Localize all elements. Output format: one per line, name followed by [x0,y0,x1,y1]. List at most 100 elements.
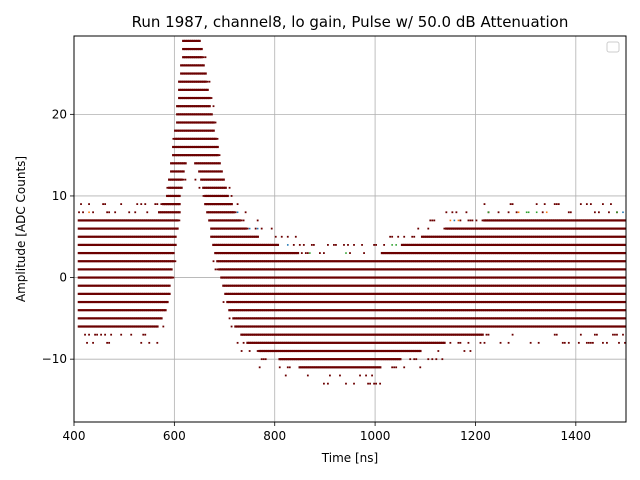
data-point [537,251,540,255]
data-point [529,235,532,238]
data-point [226,194,229,198]
outlier-point [511,203,514,206]
data-point [192,121,195,124]
data-point [412,309,416,312]
data-point [362,276,366,279]
data-point [151,268,155,271]
data-point [366,341,370,344]
data-point [443,276,446,279]
data-point [521,251,524,255]
data-point [561,309,565,312]
data-point [424,333,428,336]
data-point [384,268,388,271]
data-point [481,235,484,238]
data-point [410,333,414,336]
data-point [266,292,270,295]
data-point [210,235,213,238]
data-point [346,341,350,344]
data-point [346,268,350,271]
data-point [224,186,227,189]
data-point [621,243,625,247]
data-point [278,333,282,336]
data-point [133,300,137,304]
data-point [443,325,446,328]
outlier-point [375,244,377,246]
data-point [208,105,211,108]
data-point [204,96,207,100]
data-point [617,243,621,247]
data-point [242,292,245,295]
data-point [318,349,322,353]
outlier-point [104,333,107,336]
data-point [131,325,135,328]
data-point [515,268,518,271]
data-point [318,358,322,361]
data-point [499,292,502,295]
data-point [276,276,280,279]
data-point [190,145,193,149]
data-point [501,227,504,230]
data-point [543,260,547,263]
data-point [374,260,378,263]
data-point [228,300,231,304]
data-point [258,251,261,255]
data-point [565,276,569,279]
data-point [250,284,253,287]
data-point [591,235,595,238]
data-point [477,227,480,230]
data-point [461,333,464,336]
data-point [89,235,93,238]
data-point [527,284,530,287]
data-point [384,341,388,344]
data-point [268,341,272,344]
data-point [176,113,179,116]
data-point [312,260,316,263]
data-point [418,300,422,304]
data-point [352,333,356,336]
outlier-point [106,341,109,344]
outlier-point [391,235,394,238]
data-point [471,300,474,304]
data-point [499,219,502,222]
data-point [168,227,171,230]
colored-outlier-point [88,211,90,214]
data-point [368,358,372,361]
data-point [613,292,617,295]
data-point [350,366,354,369]
data-point [170,194,173,198]
data-point [131,243,135,247]
data-point [280,292,284,295]
data-point [316,292,320,295]
data-point [320,317,324,320]
data-point [99,325,103,328]
data-point [149,219,153,222]
data-point [164,276,167,279]
outlier-point [172,276,175,279]
data-point [537,292,540,295]
data-point [585,284,589,287]
outlier-point [417,227,420,230]
data-point [234,219,237,222]
data-point [328,309,332,312]
data-point [603,260,607,263]
data-point [362,341,366,344]
data-point [617,227,621,230]
outlier-point [327,382,329,385]
data-point [334,300,338,304]
data-point [308,358,312,361]
data-point [358,358,362,361]
data-point [575,276,579,279]
data-point [340,260,344,263]
data-point [449,243,452,247]
data-point [184,64,187,67]
data-point [166,219,169,222]
data-point [392,284,396,287]
data-point [601,276,605,279]
data-point [511,243,514,247]
data-point [621,227,625,230]
data-point [449,325,452,328]
data-point [338,276,342,279]
data-point [479,317,482,320]
data-point [447,325,450,328]
data-point [424,235,428,238]
